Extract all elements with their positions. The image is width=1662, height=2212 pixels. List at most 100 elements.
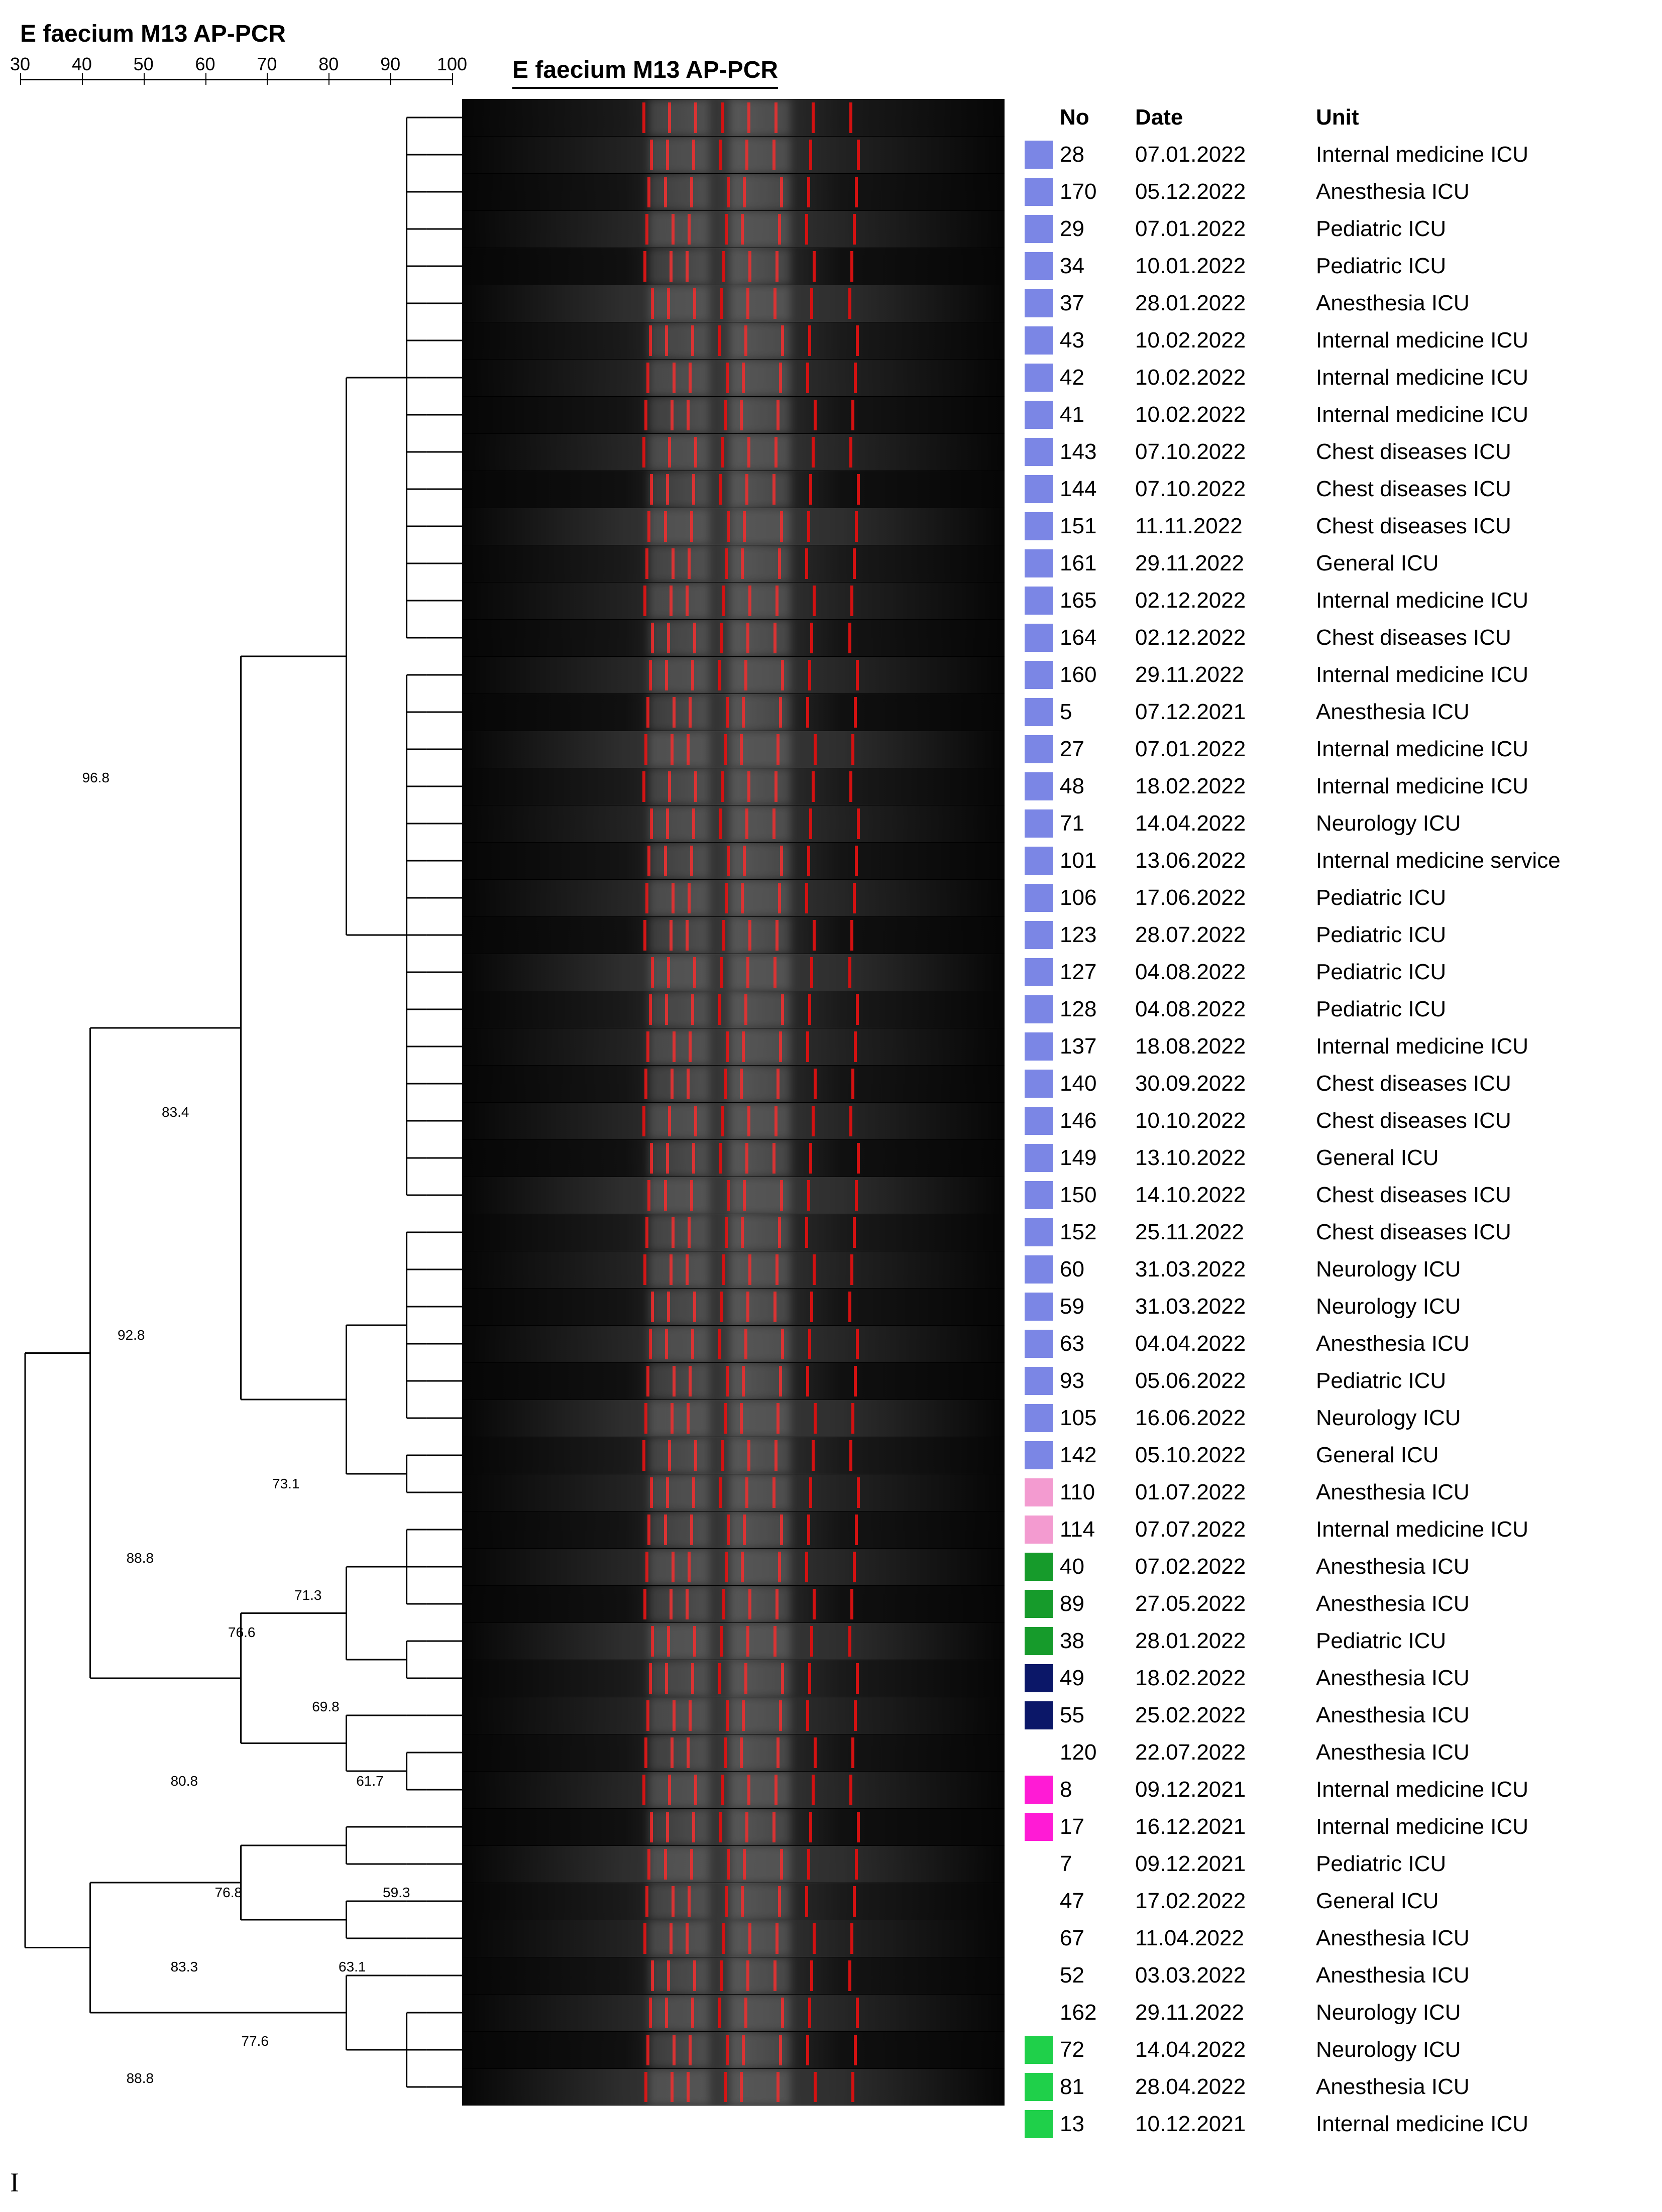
cell-unit: Anesthesia ICU xyxy=(1316,1480,1662,1505)
band-mark xyxy=(722,1589,725,1619)
band-mark xyxy=(775,251,779,282)
gel-title: E faecium M13 AP-PCR xyxy=(512,57,778,83)
band-mark xyxy=(693,1960,696,1991)
band-mark xyxy=(806,363,809,393)
band-mark xyxy=(643,586,646,616)
genotype-swatch xyxy=(1025,1813,1053,1841)
gel-glow xyxy=(649,917,709,954)
band-mark xyxy=(671,1069,674,1099)
genotype-swatch xyxy=(1025,1850,1053,1878)
band-mark xyxy=(850,1923,853,1954)
band-mark xyxy=(672,548,675,579)
gel-glow xyxy=(649,1066,709,1102)
band-mark xyxy=(650,1477,653,1508)
band-mark xyxy=(647,1180,650,1211)
cell-date: 10.10.2022 xyxy=(1135,1108,1316,1133)
gel-lane xyxy=(462,1288,1005,1325)
svg-text:76.6: 76.6 xyxy=(228,1624,256,1640)
band-mark xyxy=(643,1254,646,1285)
table-row: 2907.01.2022Pediatric ICU1 xyxy=(1025,210,1662,248)
gel-lane xyxy=(462,433,1005,471)
table-row: 3728.01.2022Anesthesia ICU1 xyxy=(1025,285,1662,322)
gel-lane xyxy=(462,136,1005,173)
cell-no: 72 xyxy=(1060,2037,1135,2062)
cell-no: 127 xyxy=(1060,960,1135,985)
band-mark xyxy=(748,586,751,616)
band-mark xyxy=(772,808,775,839)
cell-unit: Pediatric ICU xyxy=(1316,1628,1662,1654)
band-mark xyxy=(692,140,695,170)
cell-unit: Pediatric ICU xyxy=(1316,997,1662,1022)
band-mark xyxy=(779,363,782,393)
band-mark xyxy=(779,1366,782,1396)
band-mark xyxy=(848,1960,851,1991)
gel-lane xyxy=(462,656,1005,693)
band-mark xyxy=(722,251,725,282)
cell-unit: Neurology ICU xyxy=(1316,811,1662,836)
band-mark xyxy=(851,1069,854,1099)
gel-glow xyxy=(649,137,709,173)
band-mark xyxy=(812,437,815,468)
cell-no: 59 xyxy=(1060,1294,1135,1319)
gel-title-block: E faecium M13 AP-PCR xyxy=(512,56,778,89)
genotype-swatch xyxy=(1025,2110,1053,2138)
band-mark xyxy=(747,102,750,133)
band-mark xyxy=(806,1366,809,1396)
gel-lane xyxy=(462,2031,1005,2068)
cell-unit: Anesthesia ICU xyxy=(1316,1554,1662,1579)
band-mark xyxy=(672,1886,675,1917)
cell-date: 13.06.2022 xyxy=(1135,848,1316,873)
band-mark xyxy=(814,1069,817,1099)
band-mark xyxy=(812,1440,815,1471)
gel-glow xyxy=(730,248,791,285)
band-mark xyxy=(805,1886,808,1917)
cell-unit: Chest diseases ICU xyxy=(1316,625,1662,650)
cell-no: 89 xyxy=(1060,1591,1135,1616)
gel-glow xyxy=(649,1326,709,1362)
gel-lane xyxy=(462,1325,1005,1362)
cell-unit: Pediatric ICU xyxy=(1316,922,1662,948)
band-mark xyxy=(646,1031,649,1062)
band-mark xyxy=(848,957,851,988)
cell-no: 151 xyxy=(1060,514,1135,539)
band-mark xyxy=(772,1477,775,1508)
band-mark xyxy=(686,1589,689,1619)
band-mark xyxy=(855,1180,858,1211)
band-mark xyxy=(643,1923,646,1954)
gel-glow xyxy=(649,1363,709,1400)
band-mark xyxy=(644,1069,647,1099)
band-mark xyxy=(850,586,853,616)
band-mark xyxy=(807,1849,810,1880)
band-mark xyxy=(747,1775,750,1805)
cell-date: 01.07.2022 xyxy=(1135,1480,1316,1505)
band-mark xyxy=(647,1515,650,1545)
band-mark xyxy=(850,1589,853,1619)
band-mark xyxy=(777,734,780,765)
gel-lane xyxy=(462,1883,1005,1920)
cell-date: 28.01.2022 xyxy=(1135,1628,1316,1654)
band-mark xyxy=(720,1292,723,1322)
svg-text:59.3: 59.3 xyxy=(383,1885,410,1900)
gel-lane xyxy=(462,1177,1005,1214)
genotype-swatch xyxy=(1025,1999,1053,2027)
gel-glow xyxy=(649,1214,709,1251)
band-mark xyxy=(806,1031,809,1062)
band-mark xyxy=(740,2072,743,2102)
band-mark xyxy=(668,771,671,802)
band-mark xyxy=(810,288,813,319)
band-mark xyxy=(745,474,748,505)
cell-date: 29.11.2022 xyxy=(1135,551,1316,576)
gel-glow xyxy=(649,1549,709,1585)
cell-no: 13 xyxy=(1060,2112,1135,2137)
band-mark xyxy=(857,140,860,170)
gel-lane xyxy=(462,359,1005,396)
band-mark xyxy=(643,251,646,282)
gel-glow xyxy=(649,1846,709,1883)
band-mark xyxy=(692,1477,695,1508)
band-mark xyxy=(664,846,667,876)
cell-date: 07.01.2022 xyxy=(1135,142,1316,167)
band-mark xyxy=(780,846,783,876)
cell-unit: Anesthesia ICU xyxy=(1316,2074,1662,2100)
table-row: 4818.02.2022Internal medicine ICU1a xyxy=(1025,768,1662,805)
svg-text:73.1: 73.1 xyxy=(272,1476,300,1491)
